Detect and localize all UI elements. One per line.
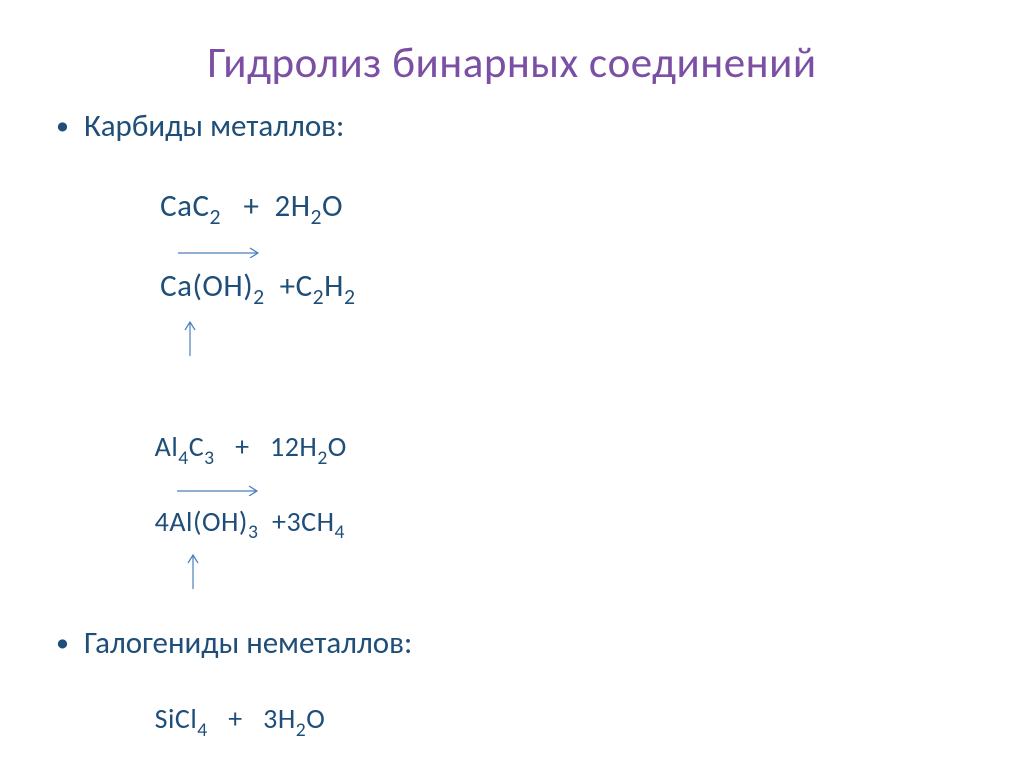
arrow-right-icon [155, 482, 273, 496]
eq-lhs: Al4C3 + 12H2O [155, 429, 347, 464]
heading-halides: Галогениды неметаллов: [84, 624, 412, 662]
arrow-right-icon [160, 244, 270, 258]
bullet-dot-icon: • [56, 112, 84, 138]
slide-title: Гидролиз бинарных соединений [40, 36, 984, 89]
arrow-up-icon [178, 316, 202, 358]
equation-sicl4: SiCl4 + 3H2O H2SiO3 + 4HCl [40, 666, 984, 768]
arrow-up-icon [181, 549, 205, 591]
equation-al4c3: Al4C3 + 12H2O 4Al(OH)3 +3CH4 [40, 394, 984, 620]
bullet-carbides: • Карбиды металлов: [40, 107, 984, 145]
bullet-halides: • Галогениды неметаллов: [40, 624, 984, 662]
eq-lhs: SiCl4 + 3H2O [155, 701, 326, 736]
content-list: • Карбиды металлов: CaC2 + 2H2O Ca(OH)2 … [40, 107, 984, 768]
eq-rhs: 4Al(OH)3 +3CH4 [155, 504, 345, 539]
eq-rhs: Ca(OH)2 +C2H2 [160, 267, 355, 305]
heading-carbides: Карбиды металлов: [84, 107, 344, 145]
equation-cac2: CaC2 + 2H2O Ca(OH)2 +C2H2 [40, 149, 984, 390]
bullet-dot-icon: • [56, 629, 84, 655]
eq-lhs: CaC2 + 2H2O [160, 187, 343, 225]
